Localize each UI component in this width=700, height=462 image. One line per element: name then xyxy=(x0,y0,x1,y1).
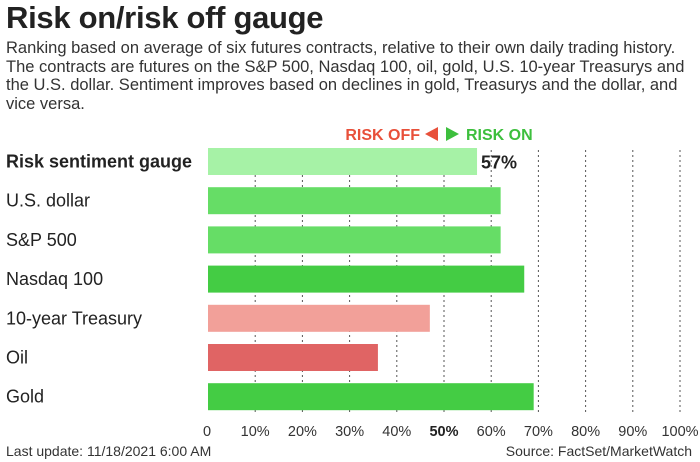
x-tick-label: 0 xyxy=(203,424,211,440)
bar xyxy=(208,226,501,254)
x-tick-label: 20% xyxy=(288,424,317,440)
x-tick-label: 30% xyxy=(335,424,364,440)
x-axis-ticks: 0 10% 20% 30% 40% 50% 60% 70% 80% 90% 100% xyxy=(203,424,699,440)
bar xyxy=(208,148,478,175)
category-label: Oil xyxy=(6,348,28,368)
x-tick-label: 60% xyxy=(477,424,506,440)
x-tick-label: 50% xyxy=(429,424,458,440)
chart-title: Risk on/risk off gauge xyxy=(6,0,324,35)
source-note: Source: FactSet/MarketWatch xyxy=(505,443,692,459)
x-tick-label: 10% xyxy=(241,424,270,440)
bar xyxy=(208,187,501,215)
risk-off-arrow-icon xyxy=(425,127,438,141)
bar xyxy=(208,383,534,411)
bar xyxy=(208,344,378,371)
risk-on-arrow-icon xyxy=(446,127,459,141)
value-label: 57% xyxy=(481,153,517,173)
category-label: Nasdaq 100 xyxy=(6,269,103,289)
category-label: S&P 500 xyxy=(6,230,77,250)
x-tick-label: 100% xyxy=(661,424,698,440)
bar xyxy=(208,265,525,293)
category-label: Gold xyxy=(6,387,44,407)
x-tick-label: 70% xyxy=(524,424,553,440)
risk-legend: RISK OFF RISK ON xyxy=(345,127,533,144)
chart-subtitle: Ranking based on average of six futures … xyxy=(6,39,685,113)
category-label: 10-year Treasury xyxy=(6,308,142,328)
category-label: U.S. dollar xyxy=(6,191,90,211)
x-tick-label: 90% xyxy=(618,424,647,440)
last-update: Last update: 11/18/2021 6:00 AM xyxy=(6,443,212,459)
bars xyxy=(208,148,534,411)
x-tick-label: 40% xyxy=(382,424,411,440)
category-labels: Risk sentiment gauge 57% U.S. dollar S&P 50… xyxy=(6,152,517,407)
legend-risk-on: RISK ON xyxy=(466,127,533,144)
legend-risk-off: RISK OFF xyxy=(345,127,420,144)
bar xyxy=(208,304,430,332)
x-tick-label: 80% xyxy=(571,424,600,440)
category-label: Risk sentiment gauge xyxy=(6,152,192,172)
